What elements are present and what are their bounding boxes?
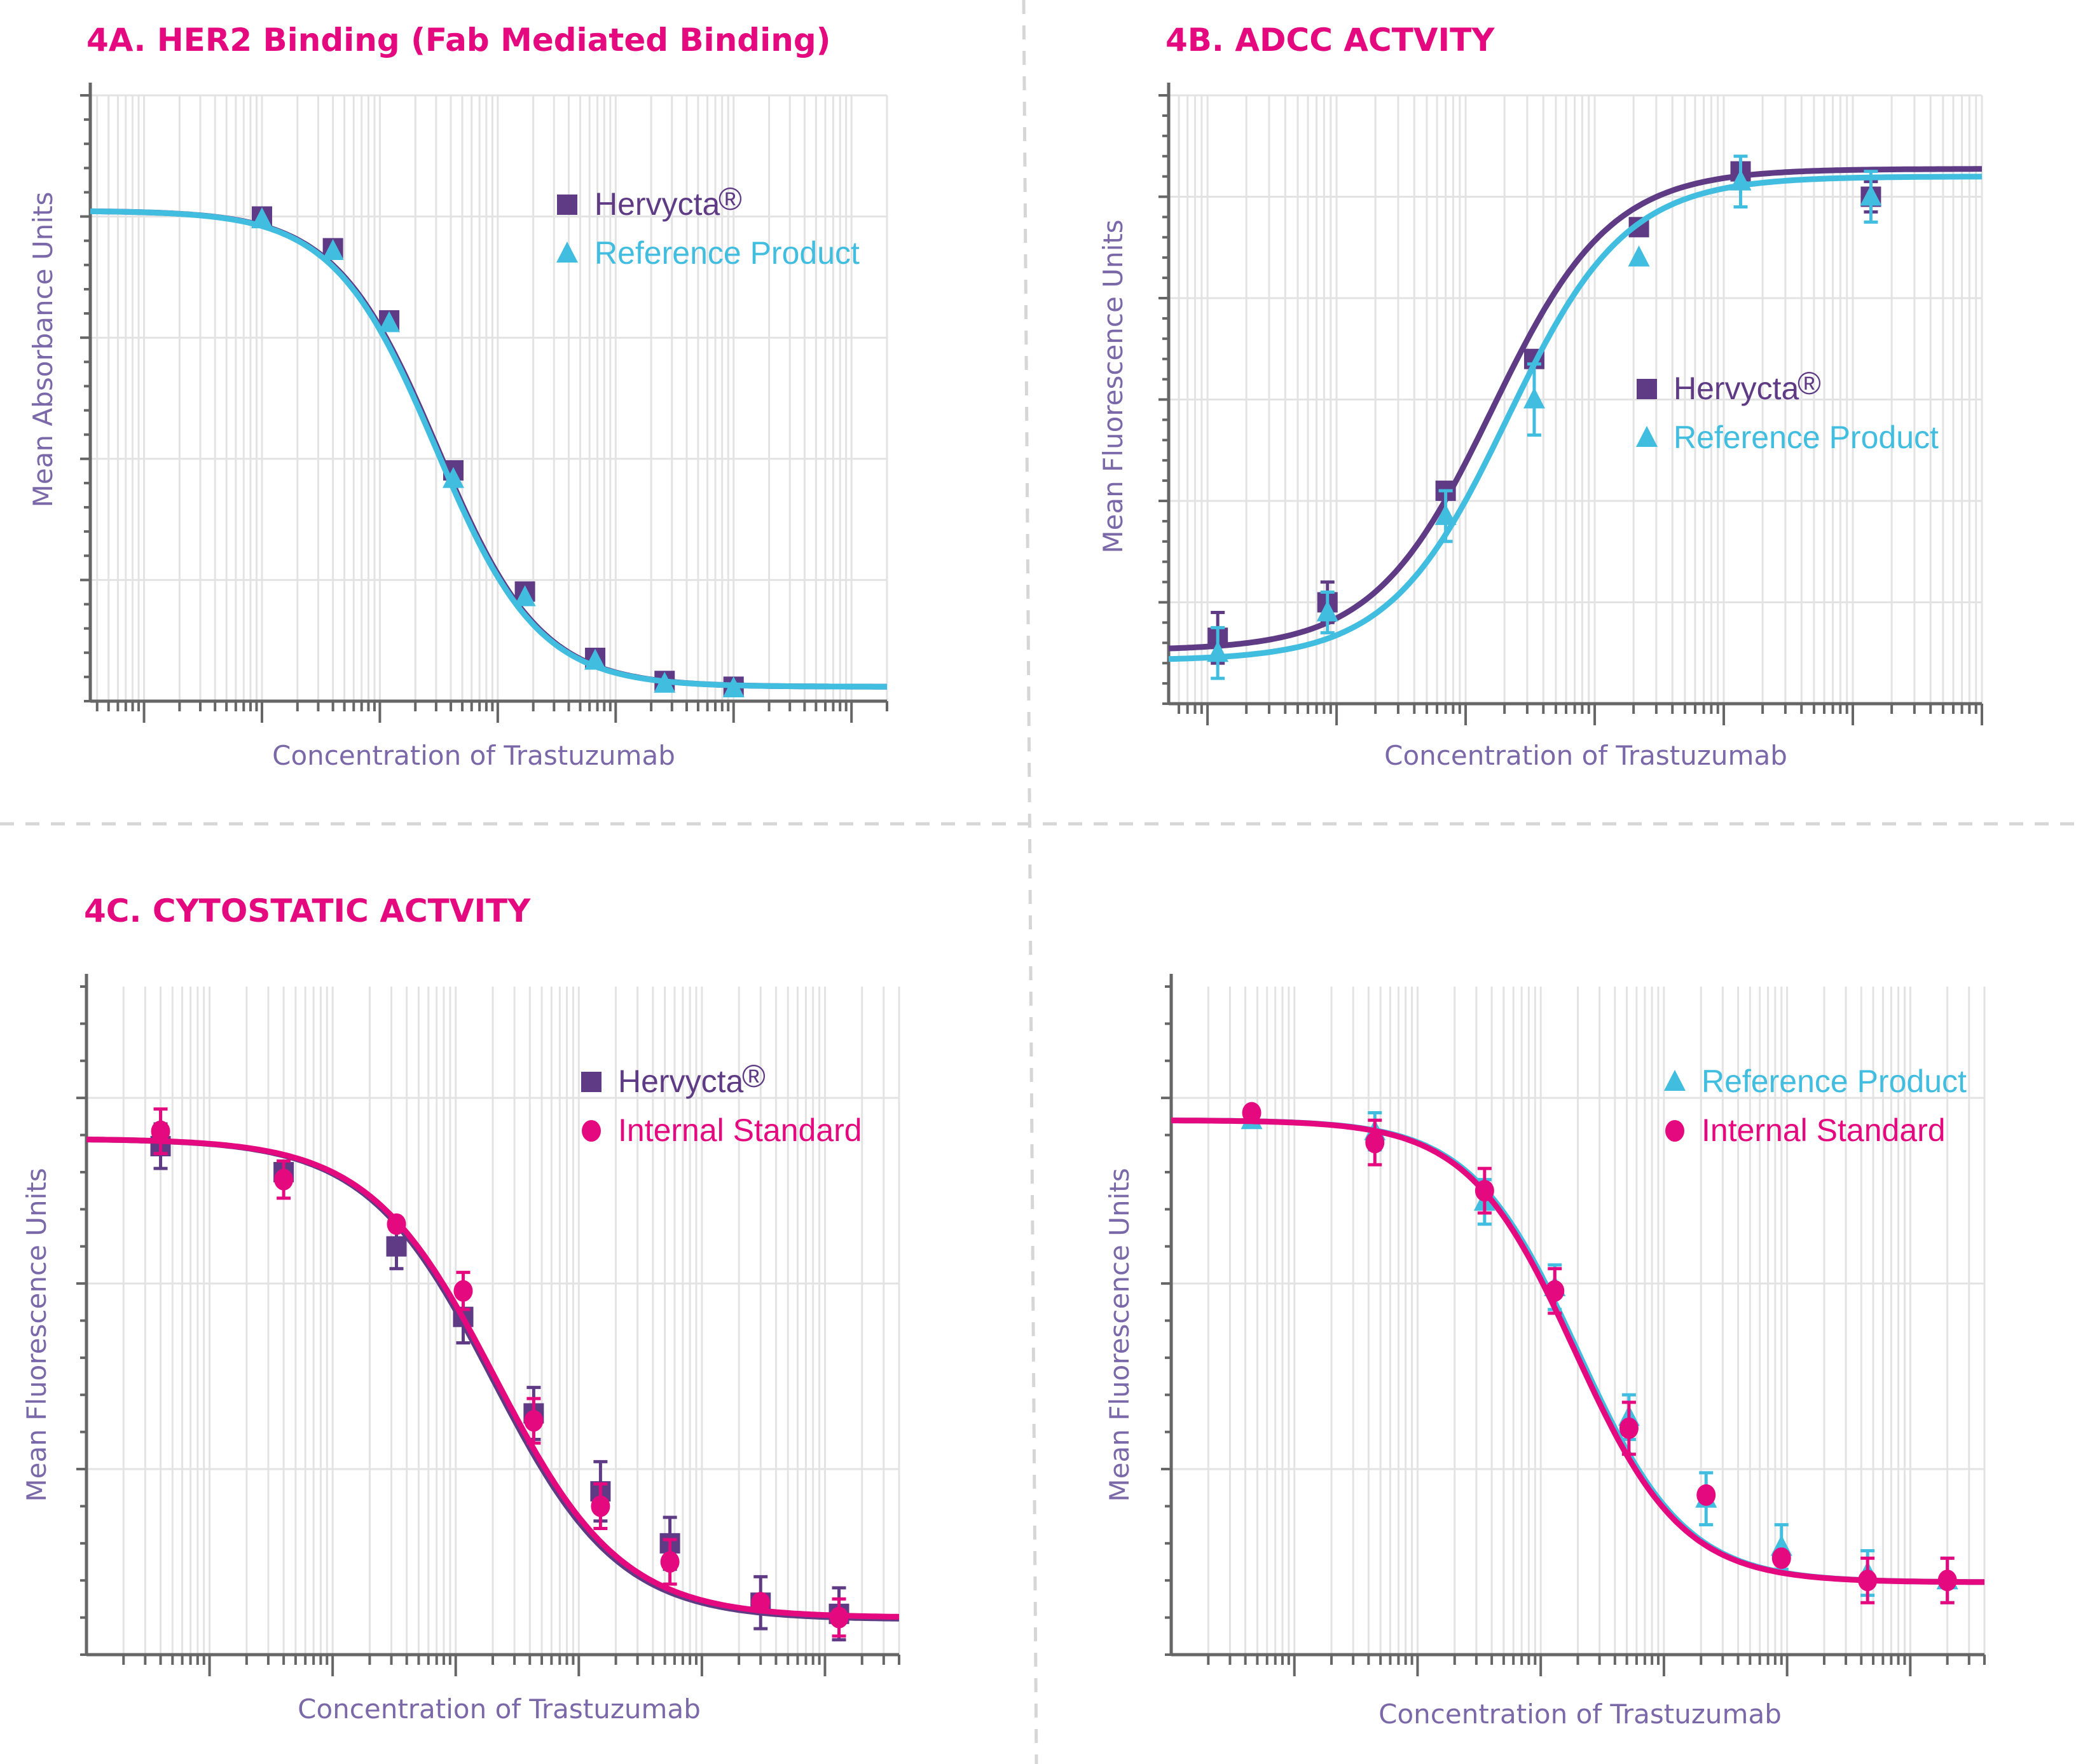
legend-registered-mark: ® [718, 181, 742, 217]
data-point [751, 1592, 771, 1614]
data-point [1475, 1180, 1494, 1202]
legend-marker-circle-icon [1665, 1120, 1684, 1142]
x-axis-label: Concentration of Trastuzumab [1378, 1699, 1782, 1730]
legend-marker-circle-icon [582, 1120, 601, 1142]
data-point [1619, 1417, 1639, 1439]
y-axis-label: Mean Absorbance Units [27, 192, 58, 508]
legend-label-hervycta: Hervycta [595, 186, 720, 222]
fit-curve [90, 208, 887, 690]
legend-label-internal-standard: Internal Standard [618, 1112, 862, 1148]
data-point [829, 1606, 849, 1629]
data-point [722, 676, 745, 698]
legend-marker-square-icon [557, 195, 577, 215]
panel-title: 4B. ADCC ACTVITY [1165, 22, 1495, 58]
legend-marker-triangle-icon [556, 242, 578, 263]
legend-marker-triangle-icon [1636, 426, 1658, 447]
fit-curve [1171, 1118, 1984, 1585]
panel-4a: 4A. HER2 Binding (Fab Mediated Binding) … [27, 22, 888, 771]
data-point [1523, 387, 1545, 409]
y-axis-label: Mean Fluorescence Units [1104, 1168, 1135, 1501]
x-axis-label: Concentration of Trastuzumab [272, 740, 675, 771]
data-point [1242, 1102, 1261, 1124]
legend-label-internal-standard: Internal Standard [1701, 1112, 1946, 1148]
data-point [1937, 1569, 1957, 1592]
x-axis-label: Concentration of Trastuzumab [1384, 740, 1787, 771]
series-reference-product [1168, 154, 1983, 680]
data-point [1207, 641, 1229, 662]
data-point [591, 1495, 610, 1517]
series-internal-standard [1171, 1102, 1984, 1604]
y-axis-label: Mean Fluorescence Units [21, 1168, 52, 1501]
fit-curve [1168, 174, 1983, 662]
plot-area [76, 974, 900, 1676]
data-point [584, 648, 607, 670]
legend-marker-triangle-icon [1664, 1070, 1686, 1091]
data-point [1545, 1280, 1565, 1302]
panel-4d: Concentration of Trastuzumab Mean Fluore… [1104, 974, 1986, 1730]
data-point [322, 239, 344, 261]
panel-4b: 4B. ADCC ACTVITY Concentration of Trastu… [1097, 22, 1983, 771]
legend-registered-mark: ® [1798, 366, 1821, 401]
panel-title: 4A. HER2 Binding (Fab Mediated Binding) [86, 22, 830, 58]
data-point [1729, 169, 1752, 191]
data-point [1365, 1132, 1385, 1154]
data-point [524, 1410, 544, 1432]
data-point [442, 467, 464, 488]
panel-4c: 4C. CYTOSTATIC ACTVITY Concentration of … [21, 892, 900, 1725]
panel-title: 4C. CYTOSTATIC ACTVITY [84, 892, 531, 929]
plot-area [80, 83, 888, 723]
legend: Hervycta ® Reference Product [595, 181, 860, 271]
legend: Hervycta ® Reference Product [1674, 366, 1939, 455]
data-point [514, 585, 536, 606]
legend-label-reference-product: Reference Product [1674, 420, 1939, 455]
fit-curve [90, 208, 887, 690]
data-point [151, 1120, 170, 1142]
data-point [274, 1168, 294, 1191]
legend-label-hervycta: Hervycta [618, 1063, 743, 1099]
vertical-divider [1022, 0, 1038, 1764]
data-point [1858, 1569, 1878, 1592]
series-reference-product [90, 207, 887, 698]
plot-area [1161, 974, 1986, 1676]
fit-curve [1168, 166, 1982, 652]
legend: Reference Product Internal Standard [1701, 1063, 1967, 1148]
data-point [386, 1236, 407, 1257]
legend-label-reference-product: Reference Product [595, 235, 860, 271]
plot-area [1158, 83, 1983, 725]
series-hervycta [90, 206, 887, 697]
data-point [1434, 503, 1457, 525]
data-point [1696, 1484, 1716, 1506]
data-point [1628, 245, 1650, 267]
x-axis-label: Concentration of Trastuzumab [298, 1693, 701, 1725]
legend-label-hervycta: Hervycta [1674, 371, 1799, 406]
legend-marker-square-icon [581, 1072, 602, 1092]
data-point [251, 207, 273, 229]
data-point [1860, 184, 1882, 206]
data-point [660, 1551, 680, 1573]
legend-registered-mark: ® [742, 1058, 766, 1094]
legend: Hervycta ® Internal Standard [618, 1058, 862, 1148]
y-axis-label: Mean Fluorescence Units [1097, 219, 1129, 553]
data-point [1771, 1547, 1791, 1569]
legend-marker-square-icon [1637, 379, 1657, 399]
data-point [378, 311, 401, 332]
legend-label-reference-product: Reference Product [1701, 1063, 1967, 1099]
data-point [1316, 600, 1338, 622]
series-internal-standard [86, 1107, 900, 1638]
data-point [453, 1280, 473, 1302]
data-point [654, 671, 676, 693]
data-point [387, 1213, 406, 1235]
